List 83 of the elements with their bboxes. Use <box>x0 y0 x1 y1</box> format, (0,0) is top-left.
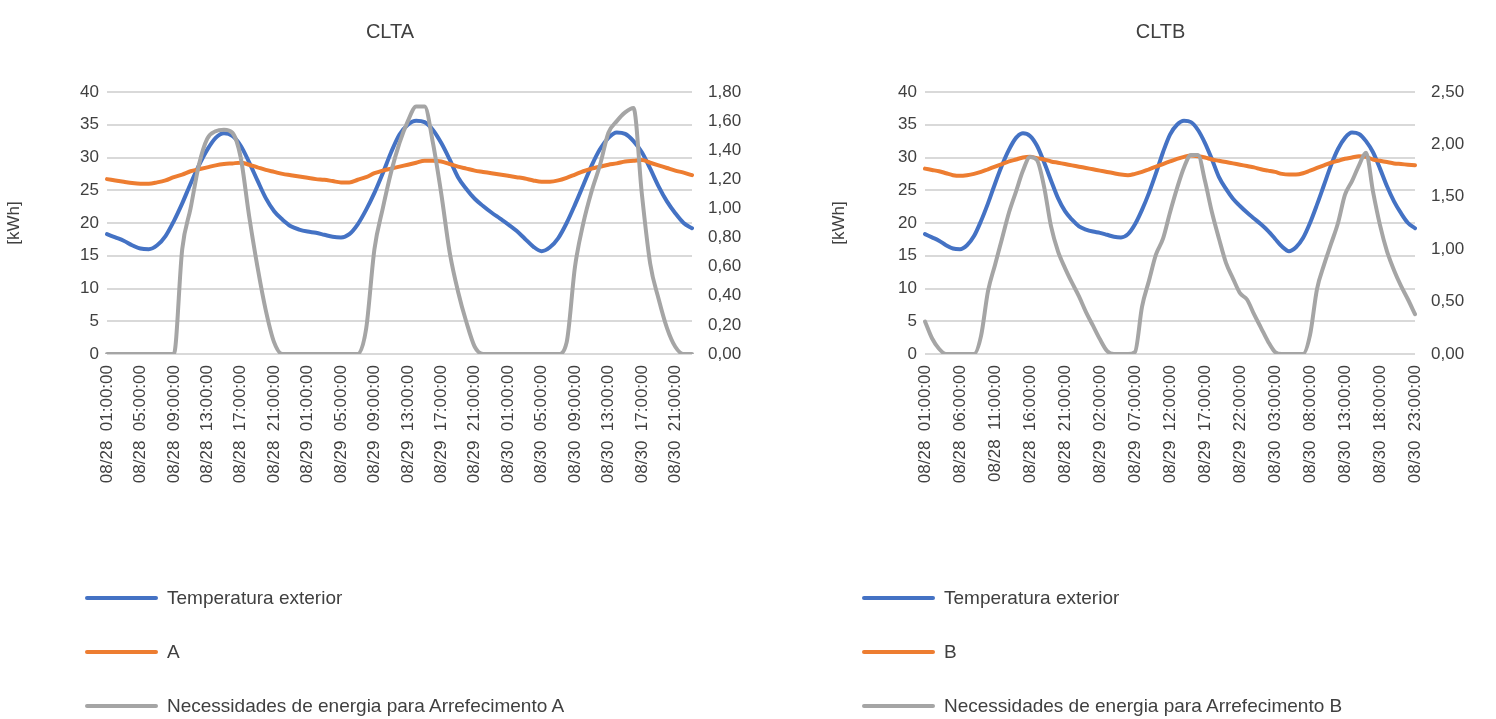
y2-tick-label: 1,40 <box>708 139 742 159</box>
y-tick-label: 25 <box>80 179 99 199</box>
x-tick-label: 08/29 02:00:00 <box>1089 365 1109 484</box>
y2-tick-label: 0,00 <box>1431 343 1465 363</box>
y-tick-label: 10 <box>80 278 99 298</box>
x-tick-label: 08/30 13:00:00 <box>1334 365 1354 484</box>
x-tick-label: 08/28 05:00:00 <box>130 365 150 484</box>
y2-tick-label: 1,80 <box>708 81 742 101</box>
legend-label: B <box>944 641 957 663</box>
y-tick-label: 30 <box>80 147 99 167</box>
x-tick-label: 08/30 13:00:00 <box>598 365 618 484</box>
y2-tick-label: 1,50 <box>1431 186 1465 206</box>
y-tick-label: 0 <box>89 343 99 363</box>
y-tick-label: 40 <box>80 81 99 101</box>
x-tick-label: 08/30 03:00:00 <box>1264 365 1284 484</box>
y-tick-label: 0 <box>907 343 917 363</box>
x-tick-label: 08/28 06:00:00 <box>949 365 969 484</box>
legend-label: Temperatura exterior <box>167 587 343 609</box>
legend-label: Temperatura exterior <box>944 587 1120 609</box>
x-tick-label: 08/30 17:00:00 <box>631 365 651 484</box>
y-tick-label: 30 <box>898 147 917 167</box>
x-tick-label: 08/30 01:00:00 <box>497 365 517 484</box>
y2-tick-label: 0,60 <box>708 256 742 276</box>
y-tick-label: 20 <box>80 212 99 232</box>
line-series <box>105 104 694 354</box>
y2-tick-label: 1,00 <box>708 198 742 218</box>
x-tick-label: 08/29 17:00:00 <box>430 365 450 484</box>
line-series <box>923 150 1417 354</box>
y-tick-label: 35 <box>80 114 99 134</box>
y-tick-label: 40 <box>898 81 917 101</box>
x-tick-label: 08/28 17:00:00 <box>230 365 250 484</box>
x-tick-label: 08/29 05:00:00 <box>330 365 350 484</box>
x-tick-label: 08/28 01:00:00 <box>96 365 116 484</box>
line-series <box>105 158 694 186</box>
y-tick-label: 25 <box>898 179 917 199</box>
y-tick-label: 35 <box>898 114 917 134</box>
x-tick-label: 08/29 17:00:00 <box>1194 365 1214 484</box>
y-tick-label: 15 <box>80 245 99 265</box>
x-tick-label: 08/29 22:00:00 <box>1229 365 1249 484</box>
x-tick-label: 08/29 13:00:00 <box>397 365 417 484</box>
x-tick-label: 08/28 16:00:00 <box>1019 365 1039 484</box>
chart-title: CLTA <box>365 19 415 42</box>
x-tick-label: 08/30 23:00:00 <box>1404 365 1424 484</box>
legend-label: Necessidades de energia para Arrefecimento A <box>167 695 565 717</box>
y-axis-title: [kWh] <box>828 201 848 245</box>
x-tick-label: 08/28 21:00:00 <box>1054 365 1074 484</box>
x-tick-label: 08/30 05:00:00 <box>531 365 551 484</box>
y2-tick-label: 2,00 <box>1431 134 1465 154</box>
y2-tick-label: 0,50 <box>1431 291 1465 311</box>
x-tick-label: 08/29 01:00:00 <box>297 365 317 484</box>
y2-tick-label: 0,80 <box>708 227 742 247</box>
y2-tick-label: 0,20 <box>708 314 742 334</box>
y-tick-label: 10 <box>898 278 917 298</box>
x-tick-label: 08/28 21:00:00 <box>263 365 283 484</box>
y2-tick-label: 1,60 <box>708 110 742 130</box>
x-tick-label: 08/28 09:00:00 <box>163 365 183 484</box>
chart-title: CLTB <box>1135 19 1186 42</box>
x-tick-label: 08/29 12:00:00 <box>1159 365 1179 484</box>
x-tick-label: 08/29 21:00:00 <box>464 365 484 484</box>
x-tick-label: 08/29 07:00:00 <box>1124 365 1144 484</box>
y2-tick-label: 0,00 <box>708 343 742 363</box>
x-tick-label: 08/29 09:00:00 <box>364 365 384 484</box>
y2-tick-label: 1,00 <box>1431 238 1465 258</box>
x-tick-label: 08/30 09:00:00 <box>564 365 584 484</box>
y2-tick-label: 1,20 <box>708 169 742 189</box>
legend-label: A <box>167 641 180 663</box>
y-tick-label: 20 <box>898 212 917 232</box>
line-series <box>105 118 694 254</box>
legend-label: Necessidades de energia para Arrefecimento B <box>944 695 1343 717</box>
x-tick-label: 08/30 18:00:00 <box>1369 365 1389 484</box>
y-tick-label: 15 <box>898 245 917 265</box>
x-tick-label: 08/30 08:00:00 <box>1299 365 1319 484</box>
x-tick-label: 08/28 11:00:00 <box>984 365 1004 482</box>
line-series <box>923 118 1417 254</box>
y2-tick-label: 0,40 <box>708 285 742 305</box>
line-series <box>923 153 1417 178</box>
x-tick-label: 08/30 21:00:00 <box>664 365 684 484</box>
y-tick-label: 5 <box>89 310 99 330</box>
x-tick-label: 08/28 13:00:00 <box>196 365 216 484</box>
y2-tick-label: 2,50 <box>1431 81 1465 101</box>
x-tick-label: 08/28 01:00:00 <box>914 365 934 484</box>
y-tick-label: 5 <box>907 310 917 330</box>
y-axis-title: [kWh] <box>3 201 23 245</box>
